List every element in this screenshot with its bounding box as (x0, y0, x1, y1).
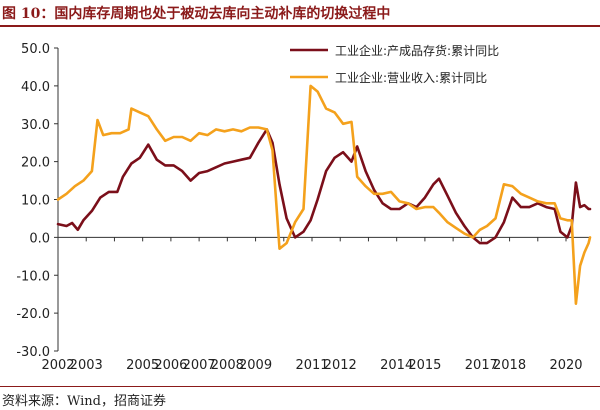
x-tick-label: 2017 (465, 358, 498, 373)
x-tick-label: 2012 (324, 358, 357, 373)
line-chart: 50.0 40.0 30.0 20.0 10.0 0.0 -10.0 -20.0 -30.0 2… (16, 42, 592, 373)
source-note: 资料来源：Wind，招商证券 (2, 394, 166, 409)
y-axis: 50.0 40.0 30.0 20.0 10.0 0.0 -10.0 -20.0 -30.0 (16, 42, 59, 360)
x-tick-label: 2015 (408, 358, 441, 373)
legend-label: 工业企业:产成品存货:累计同比 (335, 43, 499, 58)
series-line-1 (56, 128, 592, 245)
y-tick-label: 10.0 (21, 194, 50, 209)
y-tick-label: -20.0 (16, 307, 50, 322)
x-tick-label: 2003 (70, 358, 103, 373)
y-tick-label: 0.0 (29, 231, 50, 246)
series-line-2 (56, 84, 592, 305)
legend-label: 工业企业:营业收入:累计同比 (335, 70, 487, 85)
x-tick-label: 2007 (183, 358, 216, 373)
x-tick-label: 2008 (211, 358, 244, 373)
x-tick-label: 2011 (295, 358, 328, 373)
figure-title: 图 10：国内库存周期也处于被动去库向主动补库的切换过程中 (2, 6, 391, 22)
y-tick-label: -10.0 (16, 269, 50, 284)
x-tick-label: 2009 (239, 358, 272, 373)
x-tick-label: 2002 (41, 358, 74, 373)
series-layer (56, 84, 592, 305)
x-tick-label: 2005 (126, 358, 159, 373)
x-tick-label: 2018 (493, 358, 526, 373)
x-tick-label: 2006 (154, 358, 187, 373)
title-underline (0, 25, 600, 27)
figure-title-bar: 图 10：国内库存周期也处于被动去库向主动补库的切换过程中 (0, 0, 600, 27)
y-tick-label: -30.0 (16, 345, 50, 360)
y-tick-label: 30.0 (21, 118, 50, 133)
y-tick-label: 40.0 (21, 80, 50, 95)
y-tick-label: 20.0 (21, 156, 50, 171)
y-tick-label: 50.0 (21, 42, 50, 57)
x-tick-label: 2014 (380, 358, 413, 373)
x-tick-label: 2020 (549, 358, 582, 373)
source-divider (0, 386, 600, 387)
